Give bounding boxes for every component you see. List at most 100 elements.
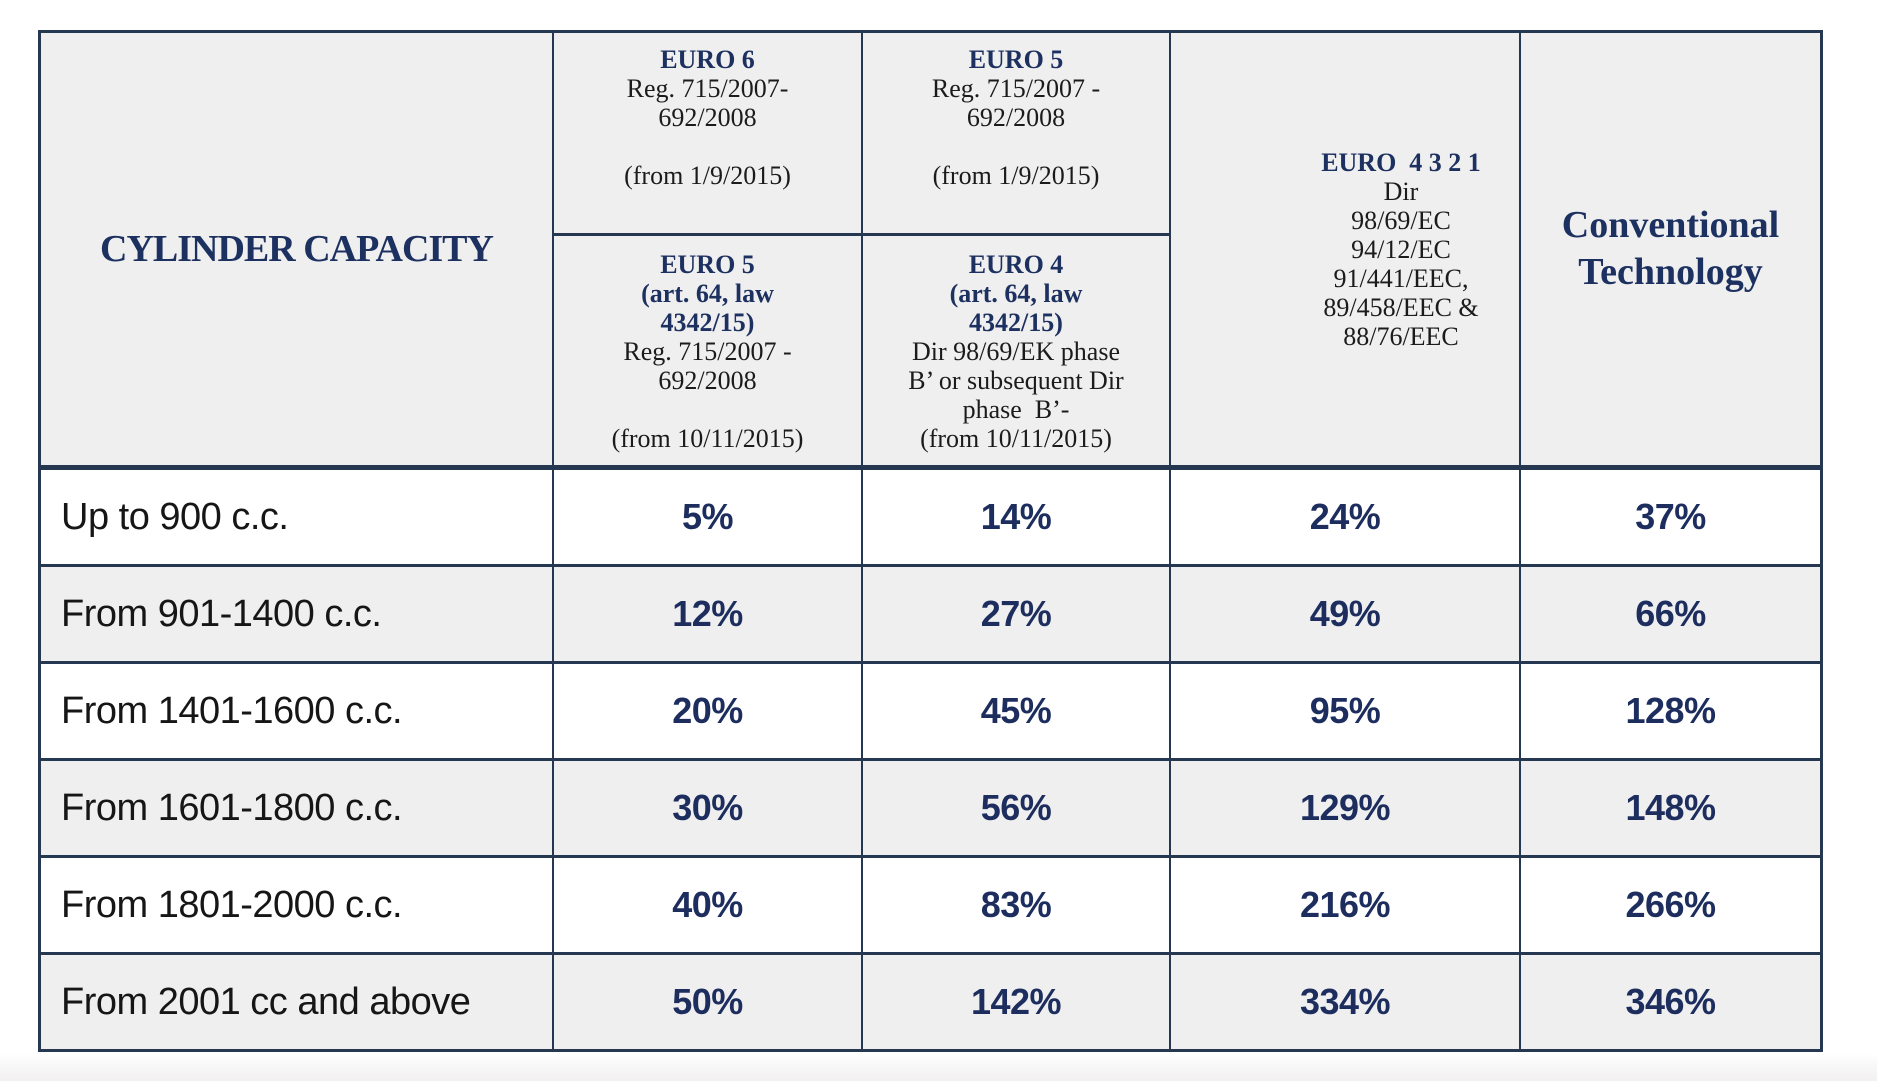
percent-value: 66%	[1635, 593, 1706, 634]
euro5-law-line1: (art. 64, law	[641, 279, 774, 308]
table-cell-value: 27%	[863, 564, 1171, 661]
percent-value: 30%	[672, 787, 743, 828]
table-cell-value: 50%	[554, 952, 863, 1049]
percent-value: 142%	[970, 981, 1062, 1022]
euro5-from-date: (from 1/9/2015)	[932, 161, 1100, 190]
euro5-law-title: EURO 5	[660, 250, 755, 279]
euro5-title: EURO 5	[968, 45, 1064, 74]
row-label-text: From 1401-1600 c.c.	[61, 689, 403, 732]
euro5-law-reg-line2: 692/2008	[658, 366, 757, 395]
header-column-euro6: EURO 6 Reg. 715/2007- 692/2008 (from 1/9…	[554, 33, 863, 467]
euro5-law-reg-line1: Reg. 715/2007 -	[623, 337, 792, 366]
percent-value: 50%	[672, 981, 743, 1022]
percent-value: 12%	[672, 593, 743, 634]
percent-value: 56%	[980, 787, 1052, 828]
header-column-euro4321: EURO 4 3 2 1 Dir 98/69/EC 94/12/EC 91/44…	[1171, 33, 1521, 467]
euro4321-title: EURO 4 3 2 1	[1321, 147, 1481, 177]
percent-value: 216%	[1299, 884, 1391, 925]
euro6-reg-line1: Reg. 715/2007-	[626, 74, 789, 103]
table-cell-value: 56%	[863, 758, 1171, 855]
euro4321-dir-line5: 88/76/EEC	[1343, 321, 1459, 351]
spacer	[554, 395, 861, 424]
percent-value: 148%	[1625, 787, 1716, 828]
percent-value: 346%	[1625, 981, 1716, 1022]
table-row-label: From 1601-1800 c.c.	[41, 758, 554, 855]
table-row-label: From 1401-1600 c.c.	[41, 661, 554, 758]
row-label-text: From 901-1400 c.c.	[61, 592, 382, 635]
table-cell-value: 45%	[863, 661, 1171, 758]
table-cell-value: 24%	[1171, 467, 1521, 564]
percent-value: 128%	[1625, 690, 1716, 731]
table-cell-value: 14%	[863, 467, 1171, 564]
euro4-dir-line3: phase B’-	[962, 395, 1070, 424]
euro5-law-from-date: (from 10/11/2015)	[611, 424, 804, 453]
percent-value: 95%	[1309, 690, 1381, 731]
table-cell-value: 142%	[863, 952, 1171, 1049]
euro5-reg-line1: Reg. 715/2007 -	[931, 74, 1101, 103]
euro4-dir-line1: Dir 98/69/EK phase	[912, 337, 1120, 366]
percent-value: 83%	[980, 884, 1052, 925]
percent-value: 24%	[1309, 496, 1381, 537]
euro5-reg-line2: 692/2008	[966, 103, 1066, 132]
table-cell-value: 95%	[1171, 661, 1521, 758]
percent-value: 14%	[980, 496, 1052, 537]
euro4321-dir-line1: 98/69/EC	[1351, 205, 1451, 235]
euro4-law-line2: 4342/15)	[969, 308, 1063, 337]
row-label-text: From 1601-1800 c.c.	[61, 786, 403, 829]
euro6-reg-line2: 692/2008	[658, 103, 757, 132]
euro4-law-title: EURO 4	[968, 250, 1064, 279]
table-cell-value: 30%	[554, 758, 863, 855]
table-cell-value: 266%	[1521, 855, 1820, 952]
euro4321-dir-line4: 89/458/EEC &	[1323, 292, 1479, 322]
percent-value: 5%	[681, 496, 734, 537]
table-cell-value: 148%	[1521, 758, 1820, 855]
row-label-text: From 2001 cc and above	[61, 980, 471, 1023]
table-cell-value: 5%	[554, 467, 863, 564]
euro4-from-date: (from 10/11/2015)	[920, 424, 1112, 453]
spacer	[863, 132, 1169, 161]
euro6-title: EURO 6	[660, 45, 755, 74]
euro4-dir-line2: B’ or subsequent Dir	[908, 366, 1124, 395]
euro4321-dir-line2: 94/12/EC	[1351, 234, 1451, 264]
page-bottom-gradient	[0, 1053, 1877, 1081]
table-row-label: From 901-1400 c.c.	[41, 564, 554, 661]
header-cylinder-capacity: CYLINDER CAPACITY	[41, 33, 554, 467]
row-label-text: From 1801-2000 c.c.	[61, 883, 403, 926]
percent-value: 27%	[980, 593, 1052, 634]
conventional-technology-label: Conventional Technology	[1561, 204, 1780, 293]
table-row-label: Up to 900 c.c.	[41, 467, 554, 564]
percent-value: 45%	[980, 690, 1052, 731]
header-euro6-cell: EURO 6 Reg. 715/2007- 692/2008 (from 1/9…	[554, 33, 861, 236]
table-cell-value: 128%	[1521, 661, 1820, 758]
header-column-conventional: Conventional Technology	[1521, 33, 1820, 467]
table-cell-value: 40%	[554, 855, 863, 952]
table-cell-value: 37%	[1521, 467, 1820, 564]
euro4321-dir-label: Dir	[1383, 176, 1419, 206]
table-cell-value: 20%	[554, 661, 863, 758]
percent-value: 129%	[1299, 787, 1391, 828]
row-label-text: Up to 900 c.c.	[61, 495, 289, 538]
table-cell-value: 12%	[554, 564, 863, 661]
percent-value: 334%	[1299, 981, 1391, 1022]
table-cell-value: 334%	[1171, 952, 1521, 1049]
table-cell-value: 346%	[1521, 952, 1820, 1049]
table-row-label: From 1801-2000 c.c.	[41, 855, 554, 952]
header-euro5-law-cell: EURO 5 (art. 64, law 4342/15) Reg. 715/2…	[554, 236, 861, 465]
vehicle-tax-table: CYLINDER CAPACITY EURO 6 Reg. 715/2007- …	[38, 30, 1823, 1052]
percent-value: 37%	[1635, 496, 1706, 537]
percent-value: 20%	[672, 690, 743, 731]
table-cell-value: 216%	[1171, 855, 1521, 952]
euro4321-dir-line3: 91/441/EEC,	[1333, 263, 1469, 293]
header-euro4-law-cell: EURO 4 (art. 64, law 4342/15) Dir 98/69/…	[863, 236, 1169, 465]
table-cell-value: 66%	[1521, 564, 1820, 661]
table-cell-value: 83%	[863, 855, 1171, 952]
percent-value: 266%	[1625, 884, 1716, 925]
euro5-law-line2: 4342/15)	[660, 308, 755, 337]
header-column-euro5: EURO 5 Reg. 715/2007 - 692/2008 (from 1/…	[863, 33, 1171, 467]
percent-value: 49%	[1309, 593, 1381, 634]
header-euro5-cell: EURO 5 Reg. 715/2007 - 692/2008 (from 1/…	[863, 33, 1169, 236]
percent-value: 40%	[672, 884, 743, 925]
spacer	[554, 132, 861, 161]
table-cell-value: 129%	[1171, 758, 1521, 855]
